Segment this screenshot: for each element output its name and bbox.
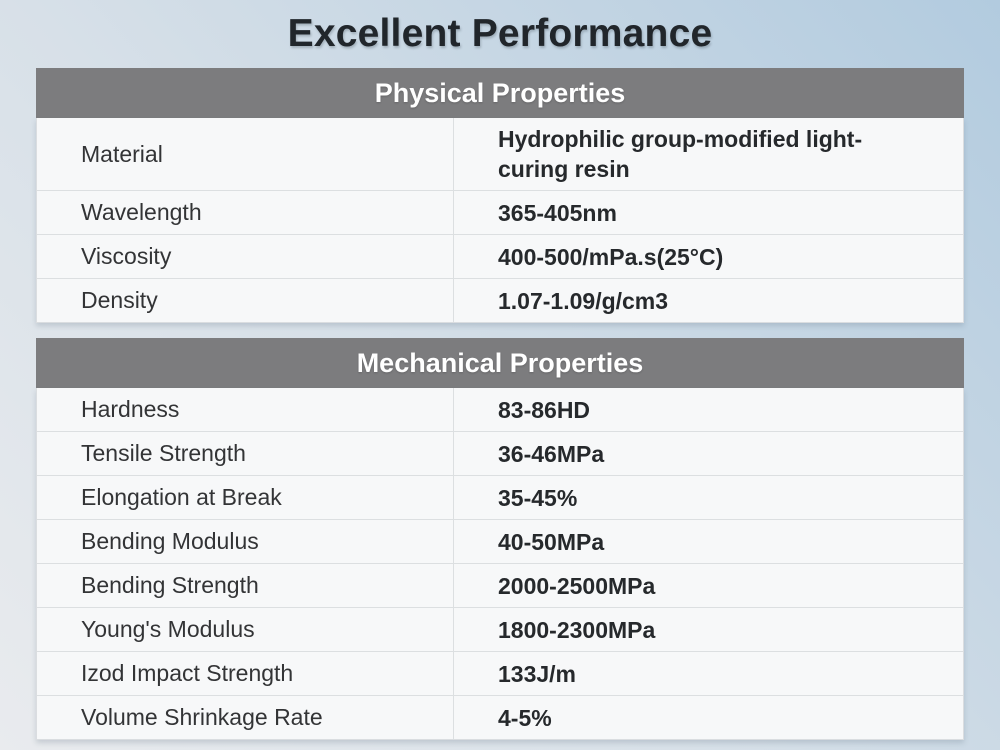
property-name: Bending Modulus: [37, 520, 454, 563]
property-name: Tensile Strength: [37, 432, 454, 475]
property-name: Material: [37, 118, 454, 190]
physical-properties-header: Physical Properties: [36, 68, 964, 118]
table-row: Izod Impact Strength 133J/m: [37, 651, 963, 695]
table-row: Material Hydrophilic group-modified ligh…: [37, 118, 963, 190]
property-name: Elongation at Break: [37, 476, 454, 519]
property-value: 36-46MPa: [498, 440, 605, 467]
property-value: Hydrophilic group-modified light-curing …: [498, 126, 863, 182]
property-name: Density: [37, 279, 454, 322]
property-value: 133J/m: [498, 660, 577, 687]
physical-properties-body: Material Hydrophilic group-modified ligh…: [36, 118, 964, 323]
table-row: Viscosity 400-500/mPa.s(25°C): [37, 234, 963, 278]
table-row: Density 1.07-1.09/g/cm3: [37, 278, 963, 322]
table-row: Hardness 83-86HD: [37, 388, 963, 431]
property-value: 40-50MPa: [498, 528, 605, 555]
table-row: Bending Modulus 40-50MPa: [37, 519, 963, 563]
property-value: 1800-2300MPa: [498, 616, 656, 643]
property-name: Volume Shrinkage Rate: [37, 696, 454, 739]
property-value: 400-500/mPa.s(25°C): [498, 243, 724, 270]
property-name: Viscosity: [37, 235, 454, 278]
table-row: Young's Modulus 1800-2300MPa: [37, 607, 963, 651]
table-row: Bending Strength 2000-2500MPa: [37, 563, 963, 607]
physical-properties-table: Physical Properties Material Hydrophilic…: [36, 68, 964, 323]
property-value: 1.07-1.09/g/cm3: [498, 287, 669, 314]
table-row: Wavelength 365-405nm: [37, 190, 963, 234]
mechanical-properties-header: Mechanical Properties: [36, 338, 964, 388]
mechanical-properties-table: Mechanical Properties Hardness 83-86HD T…: [36, 338, 964, 740]
page-title: Excellent Performance: [287, 12, 713, 55]
mechanical-properties-body: Hardness 83-86HD Tensile Strength 36-46M…: [36, 388, 964, 740]
property-name: Young's Modulus: [37, 608, 454, 651]
table-row: Volume Shrinkage Rate 4-5%: [37, 695, 963, 739]
property-name: Hardness: [37, 388, 454, 431]
property-value: 83-86HD: [498, 396, 591, 423]
property-value: 2000-2500MPa: [498, 572, 656, 599]
property-value: 35-45%: [498, 484, 578, 511]
table-row: Elongation at Break 35-45%: [37, 475, 963, 519]
property-value: 365-405nm: [498, 199, 617, 226]
property-name: Wavelength: [37, 191, 454, 234]
property-value: 4-5%: [498, 704, 552, 731]
table-row: Tensile Strength 36-46MPa: [37, 431, 963, 475]
property-name: Bending Strength: [37, 564, 454, 607]
property-name: Izod Impact Strength: [37, 652, 454, 695]
